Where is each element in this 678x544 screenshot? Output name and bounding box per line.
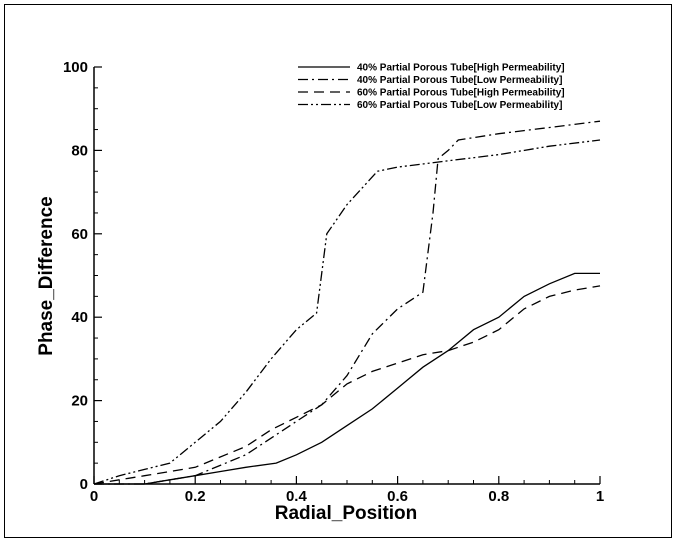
series-layer [93,120,601,485]
y-axis-title: Phase_Difference [36,196,57,355]
legend-label-4: 60% Partial Porous Tube[Low Permeability… [357,100,562,111]
y-tick-label: 80 [71,142,88,159]
x-tick-label: 0.6 [387,488,408,505]
series-line-2 [94,120,601,485]
series-line-1 [94,272,600,485]
x-tick-label: 0.2 [185,488,206,505]
x-tick-label: 0.4 [286,488,308,505]
y-tick-label: 0 [80,476,88,493]
y-tick-label: 20 [71,393,88,410]
y-tick-label: 40 [71,309,88,326]
series-line-3 [93,285,601,485]
x-tick-label: 0.8 [488,488,509,505]
x-tick-label: 1 [596,488,604,505]
y-tick-label: 100 [63,59,88,76]
legend-label-1: 40% Partial Porous Tube[High Permeabilit… [357,63,565,74]
x-tick-label: 0 [90,488,98,505]
legend-label-2: 40% Partial Porous Tube[Low Permeability… [357,75,562,86]
series-line-4 [93,139,601,485]
chart-frame [4,4,672,538]
legend: 40% Partial Porous Tube[High Permeabilit… [298,63,565,111]
y-tick-label: 60 [71,226,88,243]
x-axis-title: Radial_Position [275,503,418,524]
legend-label-3: 60% Partial Porous Tube[High Permeabilit… [357,88,565,99]
axes: 0 0.2 0.4 0.6 0.8 1 0 20 40 60 80 100 [63,59,604,505]
